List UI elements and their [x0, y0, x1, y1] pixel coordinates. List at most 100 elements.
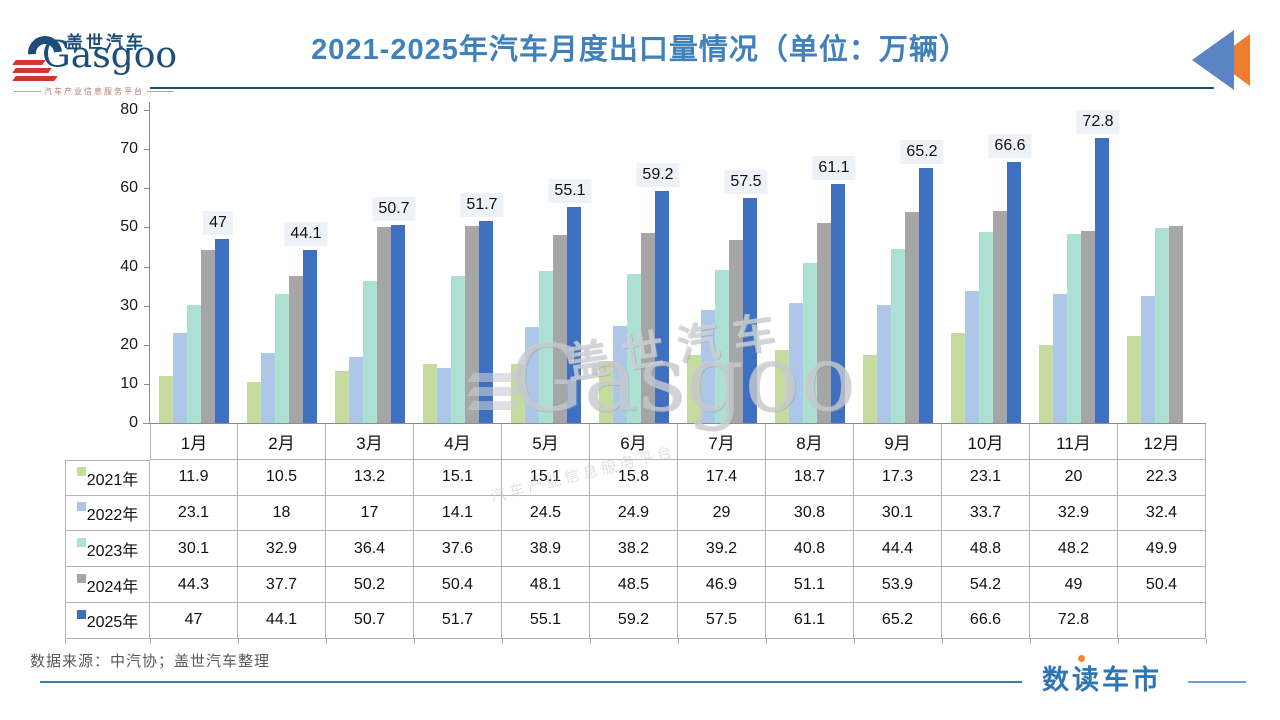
- bar-2024年-10月: [993, 210, 1007, 423]
- bar-2022年-7月: [701, 309, 715, 423]
- bar-2023年-2月: [275, 294, 289, 423]
- bar-2023年-5月: [539, 270, 553, 423]
- bar-value-label-1月: 47: [203, 211, 233, 236]
- bar-2021年-10月: [951, 332, 965, 423]
- bar-2024年-11月: [1081, 231, 1095, 423]
- table-cell-2023年-11月: 48.2: [1030, 531, 1118, 568]
- bar-value-label-9月: 65.2: [900, 139, 944, 164]
- brand-dot-icon: [1078, 655, 1085, 662]
- bar-2022年-10月: [965, 291, 979, 423]
- bar-2021年-7月: [687, 354, 701, 423]
- table-month-header-12月: 12月: [1118, 424, 1206, 460]
- table-cell-2021年-5月: 15.1: [502, 459, 590, 496]
- bar-2022年-8月: [789, 302, 803, 423]
- legend-swatch-2023年: [76, 538, 86, 548]
- table-corner-cell: [65, 424, 150, 460]
- bar-2023年-11月: [1067, 234, 1081, 423]
- table-cell-2021年-11月: 20: [1030, 459, 1118, 496]
- y-tick-mark: [144, 227, 149, 229]
- table-cell-2023年-1月: 30.1: [150, 531, 238, 568]
- bar-2021年-1月: [159, 376, 173, 423]
- table-row-label-2025年: 2025年: [65, 602, 150, 639]
- y-tick-mark: [144, 188, 149, 190]
- header-divider: [150, 87, 1214, 89]
- bar-2025年-10月: [1007, 162, 1021, 423]
- table-cell-2021年-6月: 15.8: [590, 459, 678, 496]
- brand-logo: 数读车市: [1042, 655, 1162, 697]
- table-bottom-tick: [854, 639, 855, 644]
- month-group-9月: 65.2: [854, 110, 944, 423]
- bar-2024年-2月: [289, 275, 303, 423]
- x-axis-line: [143, 423, 1206, 424]
- table-cell-2024年-10月: 54.2: [942, 567, 1030, 603]
- table-cell-2021年-8月: 18.7: [766, 459, 854, 496]
- bar-2024年-9月: [905, 212, 919, 423]
- bar-2025年-2月: [303, 250, 317, 423]
- bar-2021年-3月: [335, 371, 349, 423]
- table-cell-2023年-8月: 40.8: [766, 531, 854, 568]
- legend-swatch-2021年: [76, 467, 86, 477]
- y-tick-label-40: 40: [120, 257, 138, 275]
- legend-swatch-2022年: [76, 502, 86, 512]
- bar-2024年-7月: [729, 239, 743, 423]
- table-month-header-11月: 11月: [1030, 424, 1118, 460]
- y-axis-line: [149, 102, 150, 424]
- bar-value-label-6月: 59.2: [636, 163, 680, 188]
- bar-2023年-7月: [715, 269, 729, 423]
- bar-2025年-3月: [391, 224, 405, 423]
- table-month-header-3月: 3月: [326, 424, 414, 460]
- table-cell-2022年-1月: 23.1: [150, 495, 238, 532]
- bar-2022年-11月: [1053, 294, 1067, 423]
- table-cell-2021年-2月: 10.5: [238, 459, 326, 496]
- table-cell-2025年-9月: 65.2: [854, 602, 942, 639]
- table-month-header-9月: 9月: [854, 424, 942, 460]
- bar-value-label-5月: 55.1: [548, 179, 592, 204]
- month-group-12月: [1118, 110, 1206, 423]
- table-cell-2021年-4月: 15.1: [414, 459, 502, 496]
- bar-2021年-9月: [863, 355, 877, 423]
- table-cell-2024年-5月: 48.1: [502, 567, 590, 603]
- month-group-1月: 47: [150, 110, 238, 423]
- bar-2024年-3月: [377, 226, 391, 423]
- table-cell-2024年-1月: 44.3: [150, 567, 238, 603]
- bar-2023年-10月: [979, 232, 993, 423]
- table-cell-2024年-3月: 50.2: [326, 567, 414, 603]
- table-cell-2025年-1月: 47: [150, 602, 238, 639]
- month-group-10月: 66.6: [942, 110, 1032, 423]
- month-group-6月: 59.2: [590, 110, 680, 423]
- bar-2025年-1月: [215, 239, 229, 423]
- bar-2022年-1月: [173, 332, 187, 423]
- table-bottom-tick: [326, 639, 327, 644]
- bar-2025年-5月: [567, 207, 581, 423]
- source-note: 数据来源：中汽协；盖世汽车整理: [30, 653, 271, 670]
- gasgoo-logo-cn: 盖世汽车: [66, 33, 146, 52]
- bar-2021年-4月: [423, 363, 437, 423]
- bar-2021年-6月: [599, 361, 613, 423]
- bar-2021年-8月: [775, 349, 789, 423]
- y-tick-label-50: 50: [120, 218, 138, 236]
- table-month-header-7月: 7月: [678, 424, 766, 460]
- bar-2023年-1月: [187, 305, 201, 423]
- month-group-11月: 72.8: [1030, 110, 1120, 423]
- y-tick-mark: [144, 383, 149, 385]
- series-name: 2023年: [86, 542, 139, 560]
- bar-2025年-11月: [1095, 138, 1109, 423]
- table-row-label-2021年: 2021年: [65, 459, 150, 496]
- page-title: 2021-2025年汽车月度出口量情况（单位：万辆）: [311, 34, 969, 66]
- table-cell-2021年-7月: 17.4: [678, 459, 766, 496]
- bar-value-label-8月: 61.1: [812, 155, 856, 180]
- table-bottom-tick: [766, 639, 767, 644]
- bar-2021年-2月: [247, 381, 261, 423]
- table-cell-2022年-11月: 32.9: [1030, 495, 1118, 532]
- gasgoo-logo-mark: 盖世汽车 Gasgoo: [12, 26, 189, 81]
- series-name: 2024年: [86, 578, 139, 596]
- bar-2025年-7月: [743, 198, 757, 423]
- bar-2024年-6月: [641, 233, 655, 423]
- table-cell-2023年-9月: 44.4: [854, 531, 942, 568]
- bar-2022年-3月: [349, 356, 363, 423]
- y-tick-label-0: 0: [129, 414, 138, 431]
- bar-value-label-3月: 50.7: [372, 196, 416, 221]
- table-bottom-tick: [150, 639, 151, 644]
- bar-chart-plot: 47 44.1 50.7 51.7 55.1 59.2 57.5 61.1 65.2 66.6 72…: [150, 110, 1206, 423]
- bar-2023年-4月: [451, 275, 465, 423]
